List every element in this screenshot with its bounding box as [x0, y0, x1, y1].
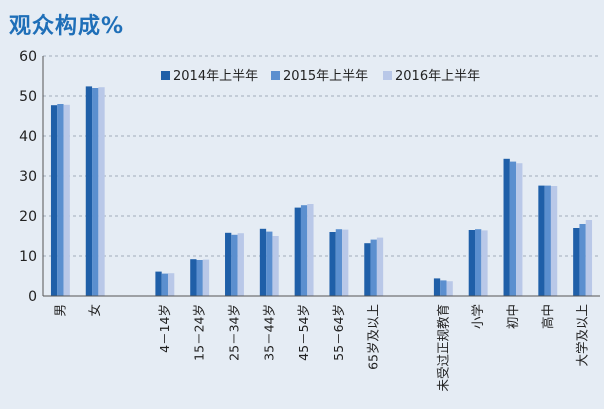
bar: [376, 237, 384, 296]
x-tick-label: 小学: [470, 304, 485, 329]
gridlines: [43, 55, 600, 257]
x-tick-label: 高中: [540, 304, 555, 329]
bar: [98, 87, 105, 296]
legend-label: 2015年上半年: [283, 69, 368, 84]
bar: [50, 105, 58, 296]
bar: [190, 259, 197, 296]
x-tick-label: 女: [87, 304, 102, 317]
legend-label: 2016年上半年: [395, 69, 480, 84]
x-tick-label: 35－44岁: [261, 304, 276, 361]
y-tick-label: 10: [19, 249, 37, 265]
chart-title: 观众构成%: [9, 14, 125, 39]
bar: [579, 224, 586, 296]
bar: [370, 239, 377, 296]
bar: [342, 229, 349, 296]
x-tick-label: 大学及以上: [575, 304, 590, 367]
legend-label: 2014年上半年: [173, 69, 258, 84]
legend-swatch: [383, 71, 392, 80]
bar: [237, 233, 244, 296]
bar: [307, 204, 314, 296]
x-tick-label: 25－34岁: [226, 304, 241, 361]
bar: [161, 273, 168, 296]
y-tick-label: 40: [19, 129, 37, 145]
bar: [259, 228, 267, 296]
bar: [202, 259, 210, 296]
bar: [294, 207, 301, 296]
bar: [92, 88, 99, 296]
bar: [167, 273, 175, 296]
y-tick-label: 50: [19, 89, 37, 105]
legend-swatch: [271, 71, 280, 80]
bar: [481, 230, 488, 296]
x-tick-label: 4－14岁: [157, 304, 172, 353]
y-tick-label: 30: [19, 169, 37, 185]
bar: [155, 271, 162, 296]
bar: [364, 243, 371, 296]
x-tick-label: 未受过正规教育: [435, 304, 450, 392]
x-tick-label: 男: [52, 304, 67, 317]
bar: [85, 86, 93, 297]
x-tick-label: 55－64岁: [331, 304, 346, 361]
legend: 2014年上半年 2015年上半年 2016年上半年: [161, 69, 480, 84]
bar: [503, 158, 510, 296]
x-tick-label: 初中: [505, 304, 520, 329]
bar: [231, 234, 238, 296]
x-tick-label: 65岁及以上: [366, 304, 381, 370]
y-tick-label: 60: [19, 49, 37, 65]
bar: [329, 232, 336, 296]
bars: [50, 86, 593, 297]
bar: [468, 230, 476, 296]
bar: [544, 185, 551, 296]
bar: [433, 278, 441, 296]
y-tick-label: 0: [28, 289, 37, 305]
bar: [225, 232, 232, 296]
y-axis: 0 10 20 30 40 50 60: [19, 49, 44, 305]
bar: [196, 260, 203, 296]
bar: [63, 104, 70, 296]
bar: [335, 229, 343, 296]
bar: [57, 104, 64, 296]
bar: [509, 161, 517, 296]
x-tick-label: 15－24岁: [192, 304, 207, 361]
bar: [446, 281, 453, 296]
bar: [538, 185, 545, 296]
bar: [440, 280, 447, 296]
bar: [585, 220, 593, 296]
bar: [550, 186, 558, 296]
bar: [516, 163, 523, 296]
legend-swatch: [161, 71, 170, 80]
bar: [272, 236, 279, 296]
bar: [266, 231, 273, 296]
x-axis: 男 女 4－14岁 15－24岁 25－34岁 35－44岁 45－54岁 55－64岁 65岁…: [43, 295, 600, 392]
bar: [573, 228, 580, 296]
bar: [475, 229, 482, 296]
y-tick-label: 20: [19, 209, 37, 225]
x-tick-label: 45－54岁: [296, 304, 311, 361]
bar: [300, 205, 308, 296]
